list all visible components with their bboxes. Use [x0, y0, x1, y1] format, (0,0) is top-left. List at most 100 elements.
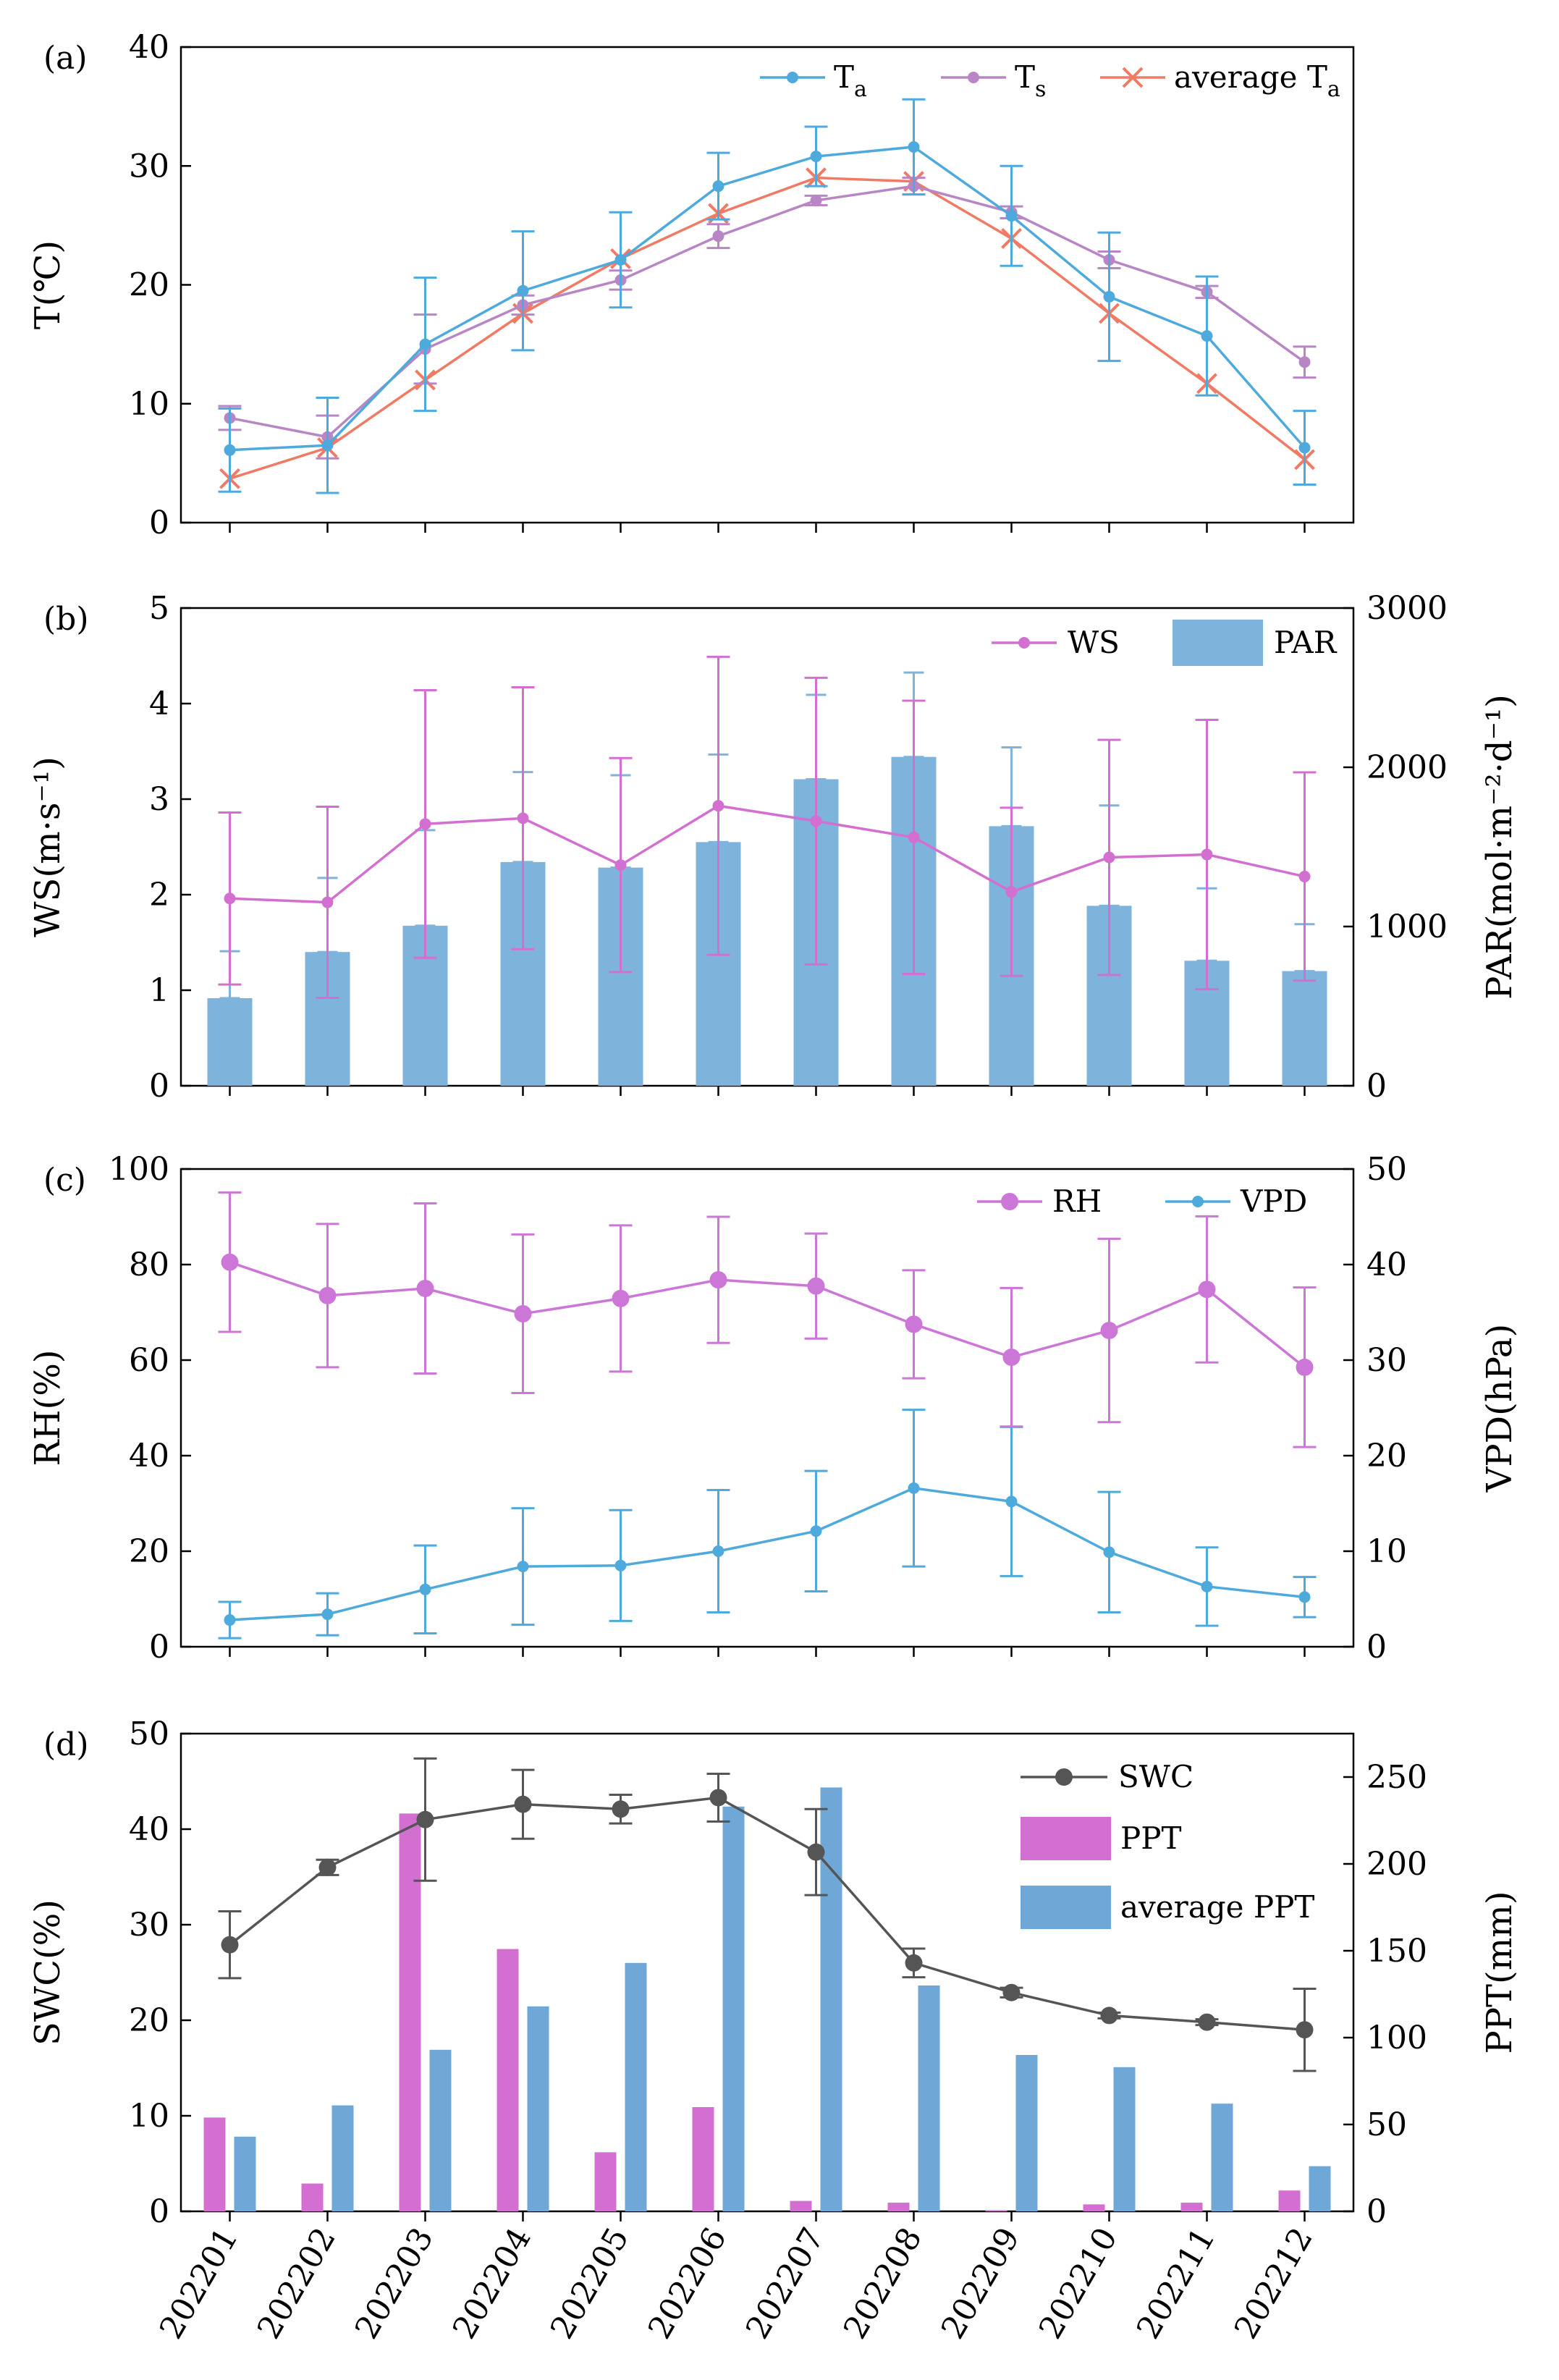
data-point-c: [1005, 1495, 1018, 1508]
legend-d: SWC PPT average PPT: [1021, 1759, 1314, 1929]
bar-average-ppt: [1211, 2103, 1233, 2211]
ytick-label-a: 10: [129, 386, 169, 423]
legend-swatch: [1021, 1817, 1111, 1860]
panel-b: 0 1 2 3 4 5 0 1000 2000 3000 (b) WS(m·s⁻¹) PAR(mol·m…: [28, 590, 1520, 1105]
data-point-c: [514, 1304, 532, 1322]
series-line-d: [229, 1796, 1305, 2031]
data-point-c: [517, 1561, 529, 1573]
y2tick-label-c: 30: [1366, 1342, 1407, 1379]
y2tick-label-b: 3000: [1366, 590, 1448, 627]
data-point-a: [712, 180, 724, 193]
data-point-b: [1005, 886, 1018, 898]
data-point-c: [416, 1280, 434, 1297]
ylabel-c: RH(%): [28, 1349, 68, 1466]
ytick-label-b: 3: [149, 781, 169, 818]
legend-label-main: T: [834, 59, 854, 95]
legend-label: Ts: [1015, 59, 1046, 102]
ylabel-d: SWC(%): [28, 1899, 68, 2046]
y2label-c: VPD(hPa): [1479, 1324, 1520, 1493]
data-point-a: [1005, 210, 1018, 222]
data-point-c: [1298, 1591, 1311, 1603]
bar-average-ppt: [1309, 2166, 1331, 2211]
data-point-c: [321, 1608, 334, 1621]
legend-label-sub: a: [1327, 77, 1340, 102]
data-point-d: [905, 1954, 923, 1972]
legend-swatch: [1021, 1886, 1111, 1929]
legend-marker: [1192, 1196, 1204, 1207]
y2label-d: PPT(mm): [1479, 1891, 1520, 2054]
panel-c: 0 20 40 60 80 100 0 10 20 30 40 50 (c) RH(%) VPD(hPa) R…: [28, 1151, 1520, 1666]
data-point-a: [712, 230, 724, 242]
data-point-b: [1298, 870, 1311, 882]
legend-label: WS: [1068, 625, 1120, 660]
ytick-label-d: 10: [129, 2098, 169, 2135]
ytick-label-b: 5: [149, 590, 169, 627]
y2tick-label-d: 100: [1366, 2020, 1427, 2056]
series-line-a: [229, 145, 1306, 452]
ytick-label-b: 4: [149, 685, 169, 722]
data-point-a: [810, 194, 822, 206]
legend-label: average Ta: [1174, 59, 1340, 102]
bar-average-ppt: [234, 2136, 256, 2211]
ylabel-a: T(℃): [28, 240, 68, 329]
data-point-a: [517, 284, 529, 297]
legend-label-main: T: [1015, 59, 1035, 95]
legend-label: PPT: [1120, 1820, 1182, 1856]
data-point-a: [1103, 290, 1115, 303]
bar-average-ppt: [820, 1787, 842, 2211]
ytick-label-d: 30: [129, 1907, 169, 1944]
ytick-label-a: 20: [129, 267, 169, 304]
data-point-c: [224, 1614, 236, 1626]
data-point-c: [1103, 1546, 1115, 1558]
legend-marker: [968, 72, 979, 83]
y2tick-label-c: 10: [1366, 1533, 1407, 1570]
x-category-label: 202206: [641, 2221, 734, 2345]
x-category-label: 202207: [739, 2221, 832, 2345]
data-point-d: [612, 1800, 630, 1818]
y2tick-label-b: 2000: [1366, 749, 1448, 786]
ytick-label-a: 40: [129, 29, 169, 66]
data-point-d: [709, 1789, 727, 1807]
data-point-d: [221, 1936, 239, 1954]
data-point-c: [221, 1253, 239, 1271]
ytick-label-c: 0: [149, 1629, 169, 1666]
legend-label: Ta: [834, 59, 867, 102]
y2tick-label-c: 50: [1366, 1151, 1407, 1188]
legend-label: average PPT: [1120, 1889, 1314, 1925]
ytick-label-b: 2: [149, 877, 169, 913]
plot-frame-c: [179, 1168, 1355, 1648]
x-category-label: 202205: [544, 2221, 636, 2345]
legend-label-sub: s: [1035, 77, 1046, 102]
plot-frame-a: [179, 46, 1355, 524]
data-point-b: [908, 831, 920, 843]
y2tick-label-d: 50: [1366, 2106, 1407, 2143]
y2tick-label-b: 1000: [1366, 908, 1448, 945]
legend-label: PAR: [1274, 625, 1338, 660]
data-point-a: [419, 338, 431, 350]
legend-b: WS PAR: [992, 620, 1338, 666]
panel-d: 0 10 20 30 40 50 0 50 100 150 200 250 (d) SWC(%) PPT(m…: [28, 1716, 1520, 2345]
data-point-a: [908, 140, 920, 153]
ylabel-b: WS(m·s⁻¹): [28, 756, 68, 937]
data-point-c: [614, 1559, 627, 1571]
series-line-b: [229, 804, 1305, 904]
bar-ppt: [1278, 2190, 1301, 2211]
y2tick-label-d: 200: [1366, 1846, 1427, 1883]
x-category-label: 202210: [1032, 2221, 1125, 2345]
ytick-label-a: 0: [149, 505, 169, 541]
data-point-b: [419, 818, 431, 830]
legend-marker: [1018, 637, 1030, 649]
bar-average-ppt: [918, 1986, 940, 2211]
legend-label-sub: a: [854, 77, 867, 102]
bar-par: [207, 998, 253, 1086]
bar-ppt: [1180, 2203, 1203, 2211]
data-point-b: [614, 859, 627, 872]
data-point-c: [712, 1545, 724, 1557]
y2tick-label-c: 0: [1366, 1629, 1387, 1666]
bar-average-ppt: [1015, 2055, 1038, 2211]
legend-label: VPD: [1240, 1183, 1307, 1219]
data-point-c: [807, 1277, 825, 1295]
bar-ppt: [497, 1949, 519, 2211]
data-point-b: [810, 815, 822, 827]
ytick-label-d: 0: [149, 2193, 169, 2230]
